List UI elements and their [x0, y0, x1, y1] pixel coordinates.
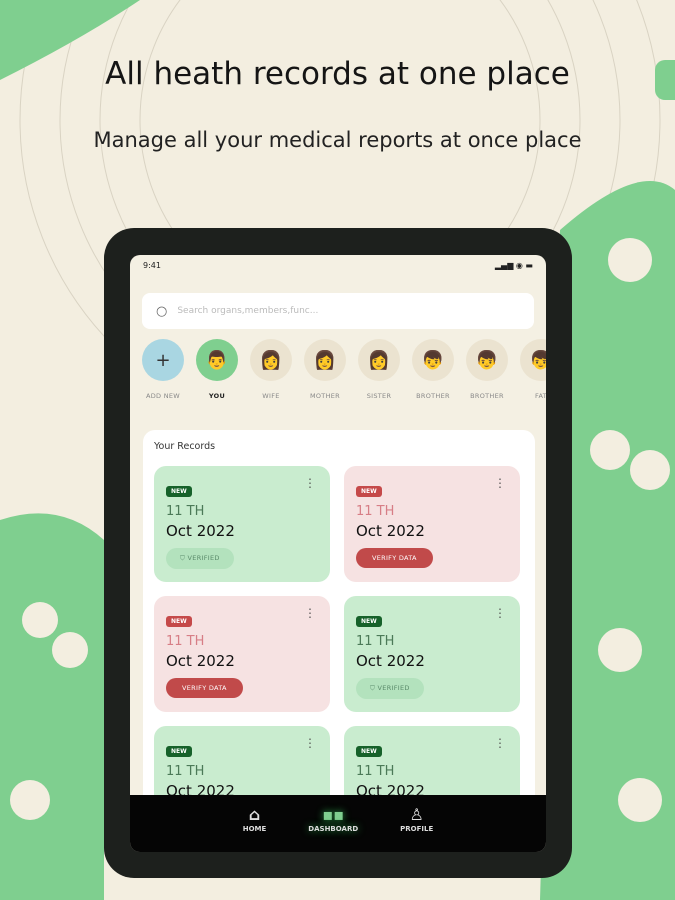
new-badge: NEW — [166, 486, 192, 497]
more-options-icon[interactable]: ⋮ — [494, 606, 506, 620]
status-label: VERIFIED — [187, 554, 220, 562]
member-item[interactable]: 👦 BROTHER — [466, 339, 508, 400]
new-badge: NEW — [356, 746, 382, 757]
record-day: 11 TH — [356, 634, 395, 649]
records-panel: Your Records NEW ⋮ 11 TH Oct 2022 ⛉ VERIFIED… — [143, 430, 535, 852]
search-icon: ○ — [156, 303, 168, 319]
user-icon: ♙ — [409, 805, 424, 824]
subheadline: Manage all your medical reports at once … — [93, 128, 582, 152]
more-options-icon[interactable]: ⋮ — [304, 736, 316, 750]
bottom-nav: ⌂ HOME ▪▪ DASHBOARD ♙ PROFILE — [130, 795, 546, 852]
nav-label: PROFILE — [400, 825, 434, 833]
member-item[interactable]: 👩 SISTER — [358, 339, 400, 400]
more-options-icon[interactable]: ⋮ — [304, 606, 316, 620]
member-label: ADD NEW — [145, 392, 181, 400]
record-day: 11 TH — [166, 764, 205, 779]
member-item[interactable]: 👩 WIFE — [250, 339, 292, 400]
member-item[interactable]: 👨 YOU — [196, 339, 238, 400]
record-card[interactable]: NEW ⋮ 11 TH Oct 2022 VERIFY DATA — [344, 466, 520, 582]
record-month: Oct 2022 — [356, 522, 425, 540]
record-card[interactable]: NEW ⋮ 11 TH Oct 2022 VERIFY DATA — [154, 596, 330, 712]
more-options-icon[interactable]: ⋮ — [494, 476, 506, 490]
new-badge: NEW — [356, 486, 382, 497]
member-label: MOTHER — [309, 392, 340, 400]
new-badge: NEW — [166, 746, 192, 757]
shield-icon: ⛉ — [370, 684, 378, 692]
nav-dashboard[interactable]: ▪▪ DASHBOARD — [308, 805, 358, 852]
tablet-frame: 9:41 ▂▄▆ ◉ ▬ ○ Search organs,members,fun… — [104, 228, 572, 878]
member-label: SISTER — [366, 392, 392, 400]
new-badge: NEW — [356, 616, 382, 627]
search-placeholder: Search organs,members,func... — [177, 306, 319, 316]
home-icon: ⌂ — [248, 805, 261, 824]
nav-profile[interactable]: ♙ PROFILE — [400, 805, 433, 852]
verified-badge: ⛉ VERIFIED — [356, 678, 424, 699]
search-input[interactable]: ○ Search organs,members,func... — [142, 293, 534, 329]
verify-data-button[interactable]: VERIFY DATA — [166, 678, 243, 698]
grid-icon: ▪▪ — [322, 805, 345, 824]
record-day: 11 TH — [166, 634, 205, 649]
member-label: FAT — [535, 392, 546, 400]
record-month: Oct 2022 — [356, 652, 425, 670]
man-avatar: 👨 — [196, 339, 238, 381]
member-item[interactable]: 👦 FAT — [520, 339, 546, 400]
nav-label: DASHBOARD — [308, 825, 359, 833]
more-options-icon[interactable]: ⋮ — [494, 736, 506, 750]
record-month: Oct 2022 — [166, 522, 235, 540]
member-item[interactable]: 👩 MOTHER — [304, 339, 346, 400]
status-icons: ▂▄▆ ◉ ▬ — [494, 261, 533, 270]
member-label: YOU — [208, 392, 226, 400]
member-item[interactable]: + ADD NEW — [142, 339, 184, 400]
record-card[interactable]: NEW ⋮ 11 TH Oct 2022 ⛉ VERIFIED — [344, 596, 520, 712]
boy-avatar: 👦 — [520, 339, 546, 381]
status-label: VERIFIED — [377, 684, 410, 692]
record-day: 11 TH — [356, 504, 395, 519]
members-list: + ADD NEW 👨 YOU 👩 WIFE 👩 MOTHER 👩 SISTER 👦 BROTHER 👦… — [142, 339, 546, 400]
records-title: Your Records — [154, 441, 216, 452]
shield-icon: ⛉ — [180, 554, 188, 562]
nav-label: HOME — [242, 825, 267, 833]
more-options-icon[interactable]: ⋮ — [304, 476, 316, 490]
boy-avatar: 👦 — [412, 339, 454, 381]
nav-home[interactable]: ⌂ HOME — [243, 805, 267, 852]
new-badge: NEW — [166, 616, 192, 627]
woman-avatar: 👩 — [358, 339, 400, 381]
verify-data-button[interactable]: VERIFY DATA — [356, 548, 433, 568]
status-time: 9:41 — [143, 261, 161, 270]
member-label: WIFE — [262, 392, 280, 400]
member-label: BROTHER — [416, 392, 450, 400]
record-month: Oct 2022 — [166, 652, 235, 670]
member-label: BROTHER — [470, 392, 504, 400]
status-label: VERIFY DATA — [182, 684, 227, 692]
woman-avatar: 👩 — [250, 339, 292, 381]
record-day: 11 TH — [166, 504, 205, 519]
headline: All heath records at one place — [105, 56, 570, 92]
app-screen: 9:41 ▂▄▆ ◉ ▬ ○ Search organs,members,fun… — [130, 255, 546, 852]
status-label: VERIFY DATA — [372, 554, 417, 562]
status-bar: 9:41 ▂▄▆ ◉ ▬ — [143, 261, 533, 270]
woman-avatar: 👩 — [304, 339, 346, 381]
member-item[interactable]: 👦 BROTHER — [412, 339, 454, 400]
verified-badge: ⛉ VERIFIED — [166, 548, 234, 569]
boy-avatar: 👦 — [466, 339, 508, 381]
record-card[interactable]: NEW ⋮ 11 TH Oct 2022 ⛉ VERIFIED — [154, 466, 330, 582]
record-day: 11 TH — [356, 764, 395, 779]
plus-icon: + — [142, 339, 184, 381]
